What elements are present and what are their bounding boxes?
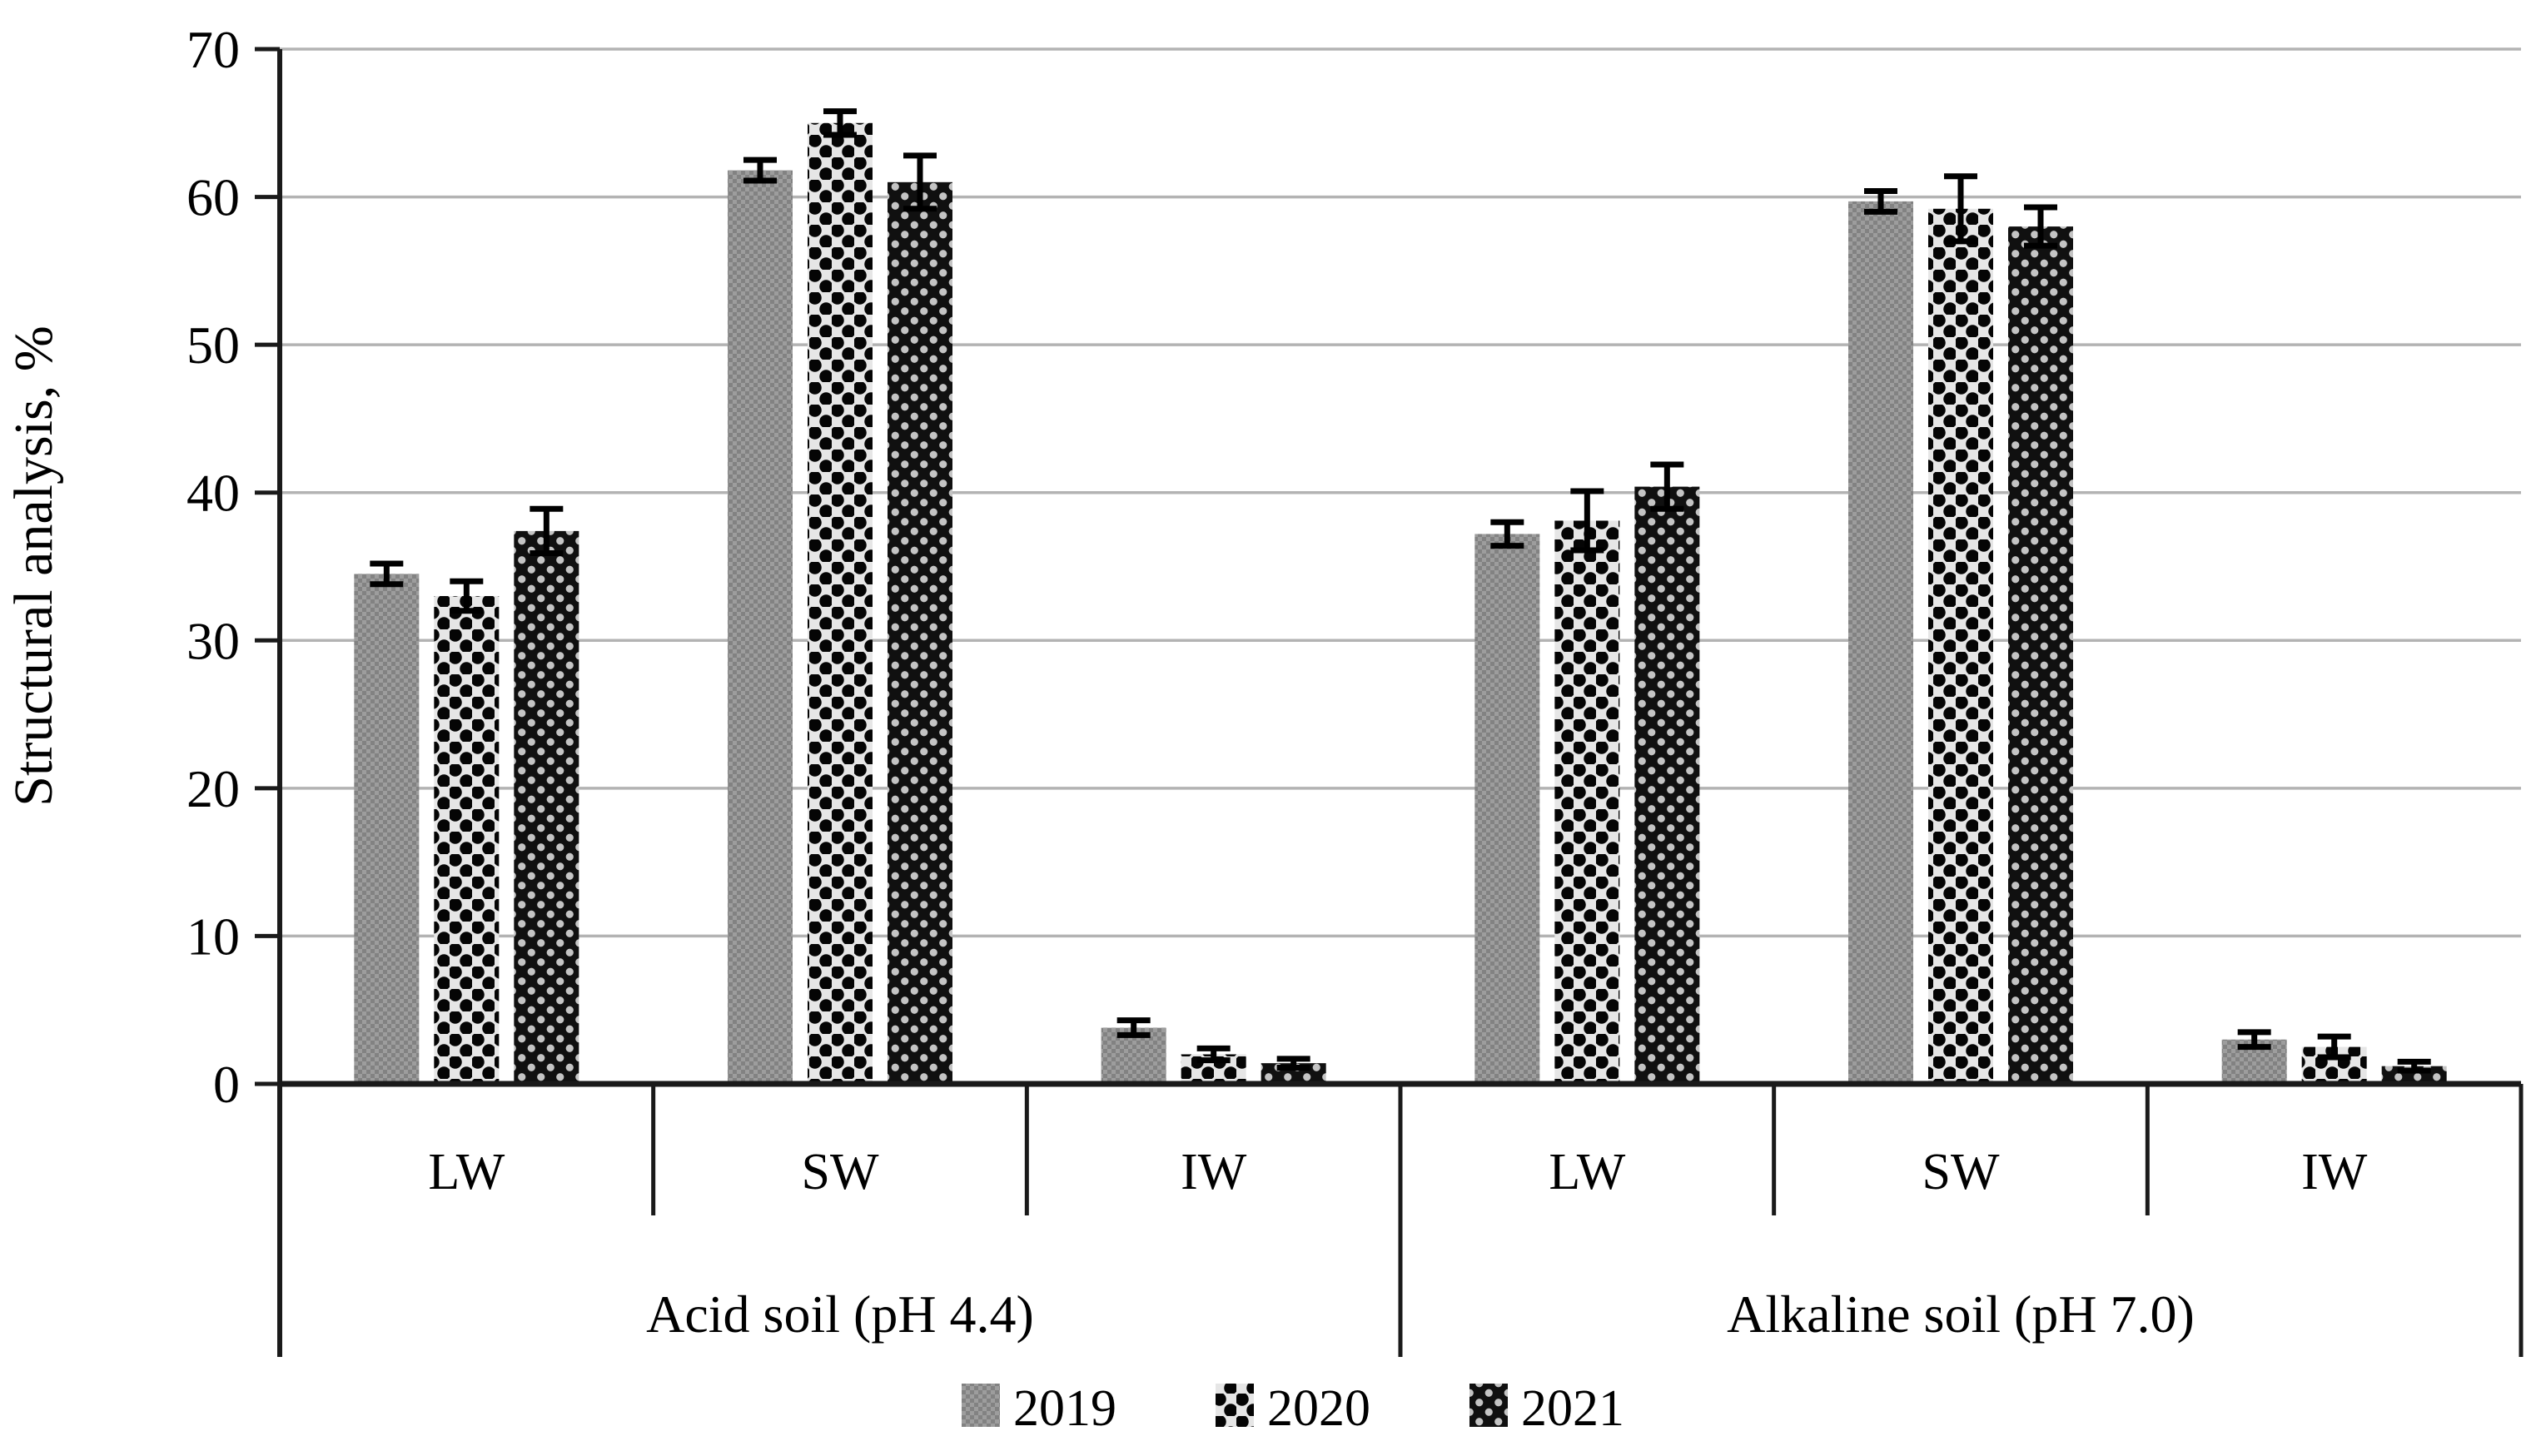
y-tick-label-40: 40 (186, 464, 240, 523)
category-label-alkaline-sw: SW (1922, 1144, 2000, 1200)
category-label-acid-lw: LW (428, 1144, 505, 1200)
bar-2021-acid-lw (514, 530, 579, 1084)
axis-layer (255, 47, 2524, 1357)
category-label-alkaline-lw: LW (1549, 1144, 1625, 1200)
y-axis-title: Structural analysis, % (3, 325, 64, 806)
bar-layer (354, 122, 2447, 1085)
legend-swatch-2020 (1216, 1384, 1254, 1427)
bar-2019-acid-sw (728, 170, 793, 1085)
legend: 2019 2020 2021 (962, 1380, 1624, 1437)
y-tick-label-0: 0 (213, 1055, 240, 1114)
y-tick-label-70: 70 (186, 20, 240, 79)
bar-2019-alkaline-sw (1848, 201, 1913, 1085)
bar-2021-alkaline-sw (2008, 226, 2073, 1085)
bar-2020-alkaline-sw (1928, 208, 1993, 1085)
y-tick-label-50: 50 (186, 316, 240, 375)
y-tick-label-60: 60 (186, 168, 240, 227)
bar-2020-acid-lw (434, 596, 500, 1084)
error-bar-layer (370, 108, 2431, 1074)
category-label-acid-sw: SW (802, 1144, 879, 1200)
category-label-alkaline-iw: IW (2301, 1144, 2368, 1200)
bar-2020-alkaline-lw (1554, 520, 1620, 1084)
bar-2021-acid-sw (888, 181, 952, 1084)
y-tick-label-10: 10 (186, 907, 240, 966)
bar-2019-alkaline-lw (1474, 534, 1540, 1084)
gridline-layer (280, 47, 2521, 938)
axis-label-layer: 0 10 20 30 40 50 60 70 LW SW IW Acid soil (pH 4.4) L… (186, 20, 2368, 1344)
y-tick-label-30: 30 (186, 611, 240, 670)
bar-2021-alkaline-lw (1634, 486, 1700, 1084)
legend-label-2021: 2021 (1521, 1380, 1624, 1437)
legend-entry-2019: 2019 (962, 1380, 1116, 1437)
category-label-acid-iw: IW (1181, 1144, 1247, 1200)
y-tick-label-20: 20 (186, 759, 240, 818)
group-label-alkaline: Alkaline soil (pH 7.0) (1727, 1285, 2195, 1344)
bar-2020-acid-sw (808, 122, 873, 1084)
legend-entry-2021: 2021 (1469, 1380, 1624, 1437)
legend-entry-2020: 2020 (1216, 1380, 1370, 1437)
legend-label-2019: 2019 (1013, 1380, 1116, 1437)
legend-swatch-2021 (1469, 1384, 1508, 1427)
legend-swatch-2019 (962, 1384, 1000, 1427)
group-label-acid: Acid soil (pH 4.4) (646, 1285, 1034, 1344)
bar-2019-acid-lw (354, 574, 420, 1084)
legend-label-2020: 2020 (1267, 1380, 1370, 1437)
